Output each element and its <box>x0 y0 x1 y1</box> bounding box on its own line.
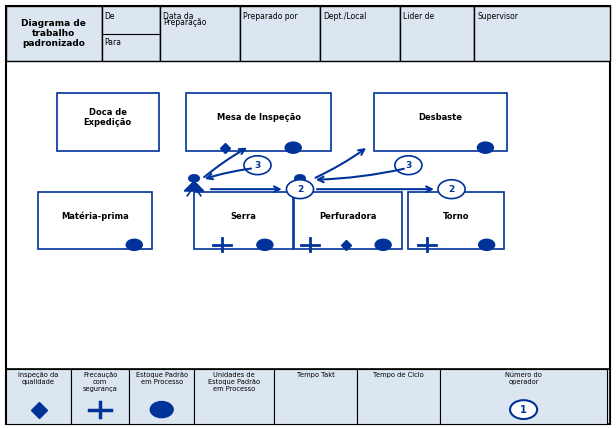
FancyBboxPatch shape <box>274 369 357 424</box>
Text: Serra: Serra <box>230 211 256 221</box>
Text: Tempo Takt: Tempo Takt <box>297 372 334 378</box>
Circle shape <box>375 239 391 250</box>
Text: Desbaste: Desbaste <box>418 113 463 122</box>
Text: Dept./Local: Dept./Local <box>323 12 367 21</box>
FancyBboxPatch shape <box>102 6 160 61</box>
Circle shape <box>438 180 465 199</box>
Text: Matéria-prima: Matéria-prima <box>62 211 129 221</box>
Text: Precaução
com
segurança: Precaução com segurança <box>83 372 118 392</box>
FancyBboxPatch shape <box>57 93 158 151</box>
FancyBboxPatch shape <box>194 192 293 249</box>
Text: Estoque Padrão
em Processo: Estoque Padrão em Processo <box>136 372 188 385</box>
FancyBboxPatch shape <box>187 93 331 151</box>
Text: Inspeção da
qualidade: Inspeção da qualidade <box>18 372 59 385</box>
Text: Tempo de Ciclo: Tempo de Ciclo <box>373 372 424 378</box>
Circle shape <box>286 180 314 199</box>
FancyBboxPatch shape <box>294 192 402 249</box>
FancyBboxPatch shape <box>6 6 102 61</box>
Text: 2: 2 <box>297 184 303 194</box>
Text: Número do
operador: Número do operador <box>505 372 542 385</box>
Circle shape <box>395 156 422 175</box>
Text: 3: 3 <box>405 160 411 170</box>
FancyBboxPatch shape <box>474 6 610 61</box>
Circle shape <box>257 239 273 250</box>
FancyBboxPatch shape <box>194 369 274 424</box>
FancyBboxPatch shape <box>38 192 153 249</box>
FancyBboxPatch shape <box>6 6 610 61</box>
FancyBboxPatch shape <box>6 369 71 424</box>
Circle shape <box>294 174 306 182</box>
FancyBboxPatch shape <box>71 369 129 424</box>
Polygon shape <box>290 181 310 191</box>
Text: Mesa de Inspeção: Mesa de Inspeção <box>217 113 301 122</box>
Circle shape <box>244 156 271 175</box>
Text: 2: 2 <box>448 184 455 194</box>
FancyBboxPatch shape <box>6 6 610 424</box>
FancyBboxPatch shape <box>320 6 400 61</box>
Circle shape <box>285 142 301 153</box>
FancyBboxPatch shape <box>357 369 440 424</box>
FancyBboxPatch shape <box>6 369 610 424</box>
Text: Perfuradora: Perfuradora <box>319 211 377 221</box>
Circle shape <box>151 402 172 417</box>
Circle shape <box>126 239 142 250</box>
Circle shape <box>479 239 495 250</box>
Text: De: De <box>105 12 115 21</box>
Text: 3: 3 <box>254 160 261 170</box>
FancyBboxPatch shape <box>160 6 240 61</box>
FancyBboxPatch shape <box>440 369 607 424</box>
Text: Diagrama de
trabalho
padronizado: Diagrama de trabalho padronizado <box>22 19 86 48</box>
Text: Data da: Data da <box>163 12 194 21</box>
Text: Para: Para <box>105 38 122 47</box>
Circle shape <box>477 142 493 153</box>
Text: Preparado por: Preparado por <box>243 12 298 21</box>
Text: Supervisor: Supervisor <box>477 12 519 21</box>
Text: Torno: Torno <box>442 211 469 221</box>
Text: Doca de
Expedição: Doca de Expedição <box>84 108 132 128</box>
Circle shape <box>510 400 537 419</box>
FancyBboxPatch shape <box>408 192 504 249</box>
FancyBboxPatch shape <box>240 6 320 61</box>
FancyBboxPatch shape <box>375 93 506 151</box>
Text: Unidades de
Estoque Padrão
em Processo: Unidades de Estoque Padrão em Processo <box>208 372 260 392</box>
Text: Lider de: Lider de <box>403 12 435 21</box>
Text: Preparação: Preparação <box>163 18 206 27</box>
Text: 1: 1 <box>521 404 527 415</box>
Polygon shape <box>184 181 204 191</box>
FancyBboxPatch shape <box>400 6 474 61</box>
FancyBboxPatch shape <box>129 369 194 424</box>
Circle shape <box>188 174 200 182</box>
